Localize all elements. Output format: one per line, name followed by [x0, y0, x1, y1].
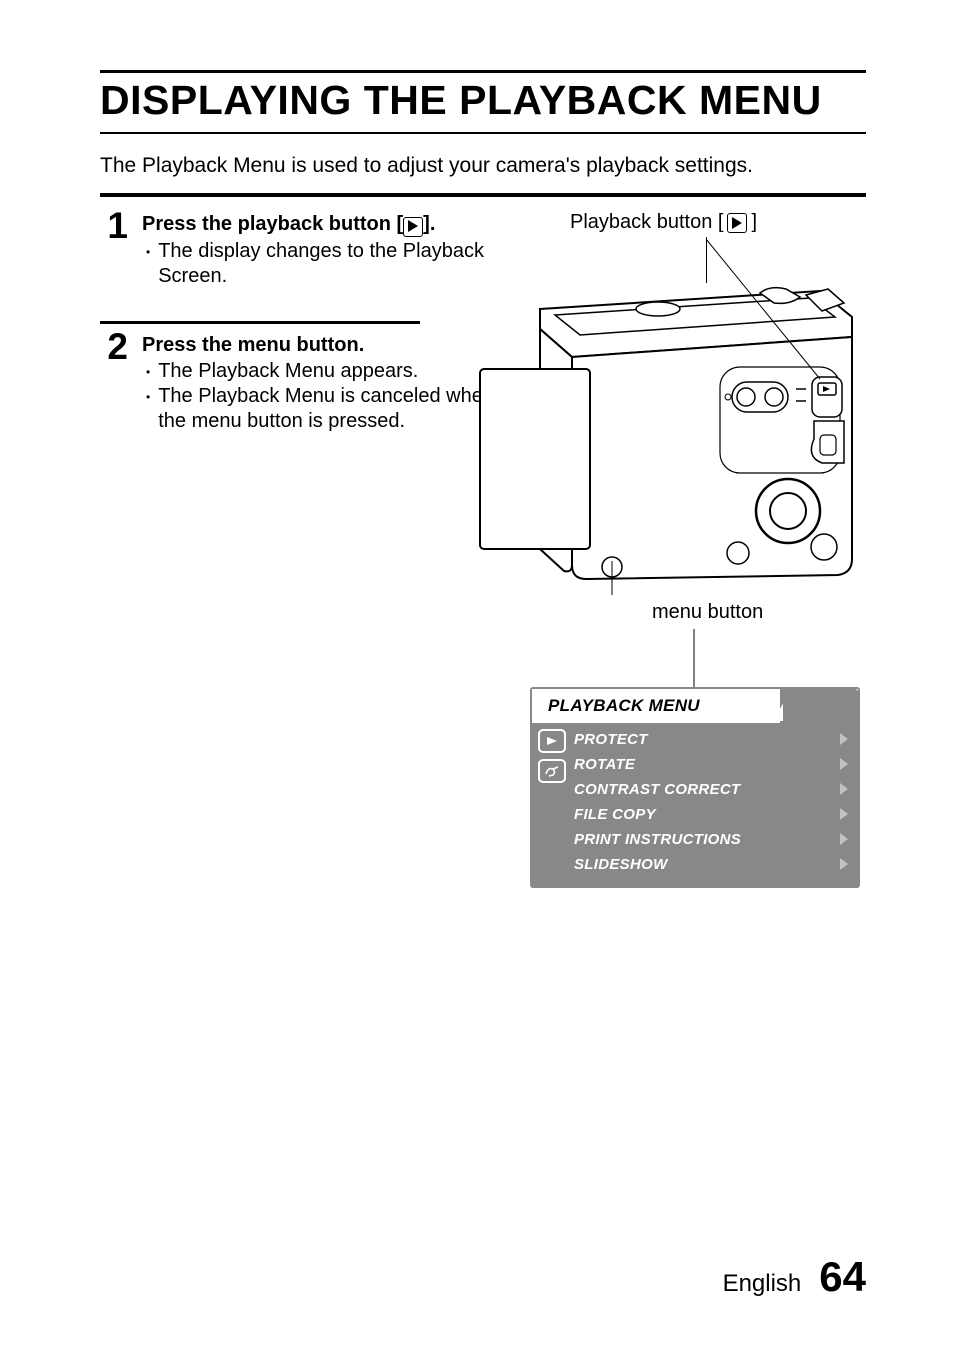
- step-number: 2: [100, 328, 128, 448]
- setup-tab-icon: [538, 759, 566, 783]
- playback-icon: [727, 213, 747, 233]
- bullet-text: The display changes to the Playback Scre…: [158, 239, 500, 289]
- step-heading: Press the menu button.: [142, 334, 364, 356]
- page-title: DISPLAYING THE PLAYBACK MENU: [100, 79, 866, 122]
- menu-header: PLAYBACK MENU: [530, 687, 860, 721]
- intro-text: The Playback Menu is used to adjust your…: [100, 152, 866, 179]
- chevron-right-icon: [840, 758, 848, 770]
- page: DISPLAYING THE PLAYBACK MENU The Playbac…: [0, 0, 954, 1345]
- menu-item: CONTRAST CORRECT: [574, 777, 852, 801]
- chevron-right-icon: [840, 733, 848, 745]
- body-columns: 1 Press the playback button []. The disp…: [100, 203, 866, 448]
- footer-language: English: [723, 1270, 802, 1298]
- playback-button-callout: Playback button [ ]: [570, 211, 757, 234]
- menu-item-label: PROTECT: [574, 731, 648, 748]
- menu-item-label: PRINT INSTRUCTIONS: [574, 831, 741, 848]
- menu-body: PROTECT ROTATE CONTRAST CORRECT FILE COP…: [530, 721, 860, 888]
- play-triangle-icon: [408, 220, 418, 232]
- bullet-text: The Playback Menu appears.: [158, 359, 418, 384]
- menu-button-callout: menu button: [652, 601, 763, 624]
- callout-text-post: ]: [751, 211, 757, 234]
- step-body: Press the playback button []. The displa…: [142, 207, 500, 303]
- title-rule-bottom: [100, 132, 866, 134]
- bullet-item: The Playback Menu appears.: [142, 359, 500, 384]
- illustration-column: Playback button [ ]: [520, 203, 866, 448]
- step-heading-post: ].: [423, 213, 435, 235]
- menu-item-label: FILE COPY: [574, 806, 656, 823]
- menu-item-label: CONTRAST CORRECT: [574, 781, 740, 798]
- chevron-right-icon: [840, 833, 848, 845]
- step-bullets: The display changes to the Playback Scre…: [142, 239, 500, 289]
- footer-page-number: 64: [819, 1253, 866, 1301]
- bullet-item: The Playback Menu is canceled when the m…: [142, 384, 500, 434]
- menu-item-label: SLIDESHOW: [574, 856, 668, 873]
- page-footer: English 64: [723, 1253, 866, 1301]
- menu-items: PROTECT ROTATE CONTRAST CORRECT FILE COP…: [574, 727, 852, 876]
- menu-item: ROTATE: [574, 752, 852, 776]
- step-bullets: The Playback Menu appears. The Playback …: [142, 359, 500, 434]
- callout-text-pre: Playback button [: [570, 211, 723, 234]
- bullet-text: The Playback Menu is canceled when the m…: [158, 384, 500, 434]
- section-rule: [100, 193, 866, 197]
- menu-item: FILE COPY: [574, 802, 852, 826]
- menu-side-icons: [538, 727, 568, 876]
- step-heading-line: Press the playback button [].: [142, 213, 500, 237]
- step-2: 2 Press the menu button. The Playback Me…: [100, 328, 500, 448]
- menu-header-left: PLAYBACK MENU: [532, 689, 780, 723]
- menu-title: PLAYBACK MENU: [532, 689, 780, 716]
- menu-item: PRINT INSTRUCTIONS: [574, 827, 852, 851]
- bullet-item: The display changes to the Playback Scre…: [142, 239, 500, 289]
- playback-tab-icon: [538, 729, 566, 753]
- chevron-right-icon: [840, 808, 848, 820]
- step-1: 1 Press the playback button []. The disp…: [100, 207, 500, 303]
- chevron-right-icon: [840, 783, 848, 795]
- step-body: Press the menu button. The Playback Menu…: [142, 328, 500, 448]
- playback-menu-screenshot: PLAYBACK MENU: [530, 687, 860, 888]
- menu-item: SLIDESHOW: [574, 852, 852, 876]
- camera-illustration: [520, 249, 870, 579]
- menu-item: PROTECT: [574, 727, 852, 751]
- chevron-right-icon: [840, 858, 848, 870]
- step-number: 1: [100, 207, 128, 303]
- instructions-column: 1 Press the playback button []. The disp…: [100, 203, 500, 448]
- title-rule-top: [100, 70, 866, 73]
- menu-item-label: ROTATE: [574, 756, 635, 773]
- step-divider: [100, 321, 420, 324]
- step-heading-pre: Press the playback button [: [142, 213, 403, 235]
- play-triangle-icon: [732, 217, 742, 229]
- playback-icon: [403, 217, 423, 237]
- menu-header-right: [783, 689, 858, 723]
